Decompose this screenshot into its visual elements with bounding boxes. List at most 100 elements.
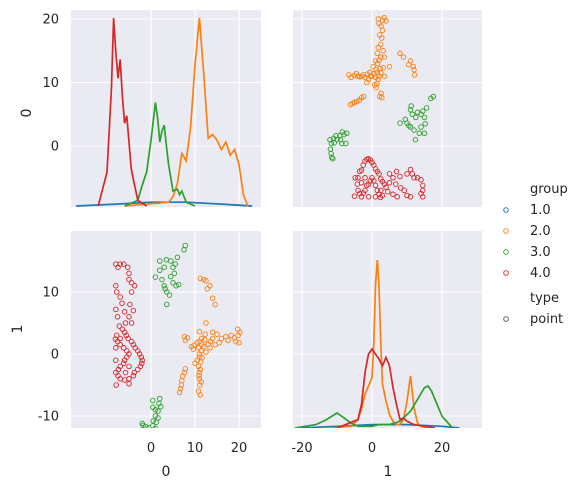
scatter-point-group-4.0 bbox=[355, 175, 361, 181]
panel-background bbox=[293, 10, 482, 207]
y-axis-label-1: 1 bbox=[10, 325, 26, 334]
legend-marker-group-1.0 bbox=[503, 207, 509, 213]
scatter-point-group-2.0 bbox=[386, 63, 393, 70]
scatter-point-group-4.0 bbox=[117, 363, 123, 370]
scatter-point-group-2.0 bbox=[177, 385, 184, 392]
legend-label-group-1.0: 1.0 bbox=[530, 203, 551, 218]
scatter-point-group-3.0 bbox=[409, 111, 416, 118]
scatter-point-group-4.0 bbox=[116, 323, 123, 329]
legend-label-group-2.0: 2.0 bbox=[530, 224, 551, 239]
scatter-point-group-2.0 bbox=[360, 93, 367, 100]
scatter-point-group-3.0 bbox=[182, 242, 189, 249]
legend-title-type: type bbox=[530, 291, 559, 306]
x-tick-label-1: 20 bbox=[434, 441, 451, 456]
scatter-point-group-3.0 bbox=[166, 292, 173, 298]
scatter-point-group-4.0 bbox=[131, 283, 138, 289]
scatter-point-group-4.0 bbox=[378, 187, 384, 194]
kde-line-group-3.0 bbox=[294, 384, 454, 428]
scatter-point-group-4.0 bbox=[124, 348, 130, 354]
scatter-point-group-3.0 bbox=[334, 136, 340, 143]
scatter-point-group-3.0 bbox=[142, 423, 149, 428]
scatter-point-group-4.0 bbox=[126, 363, 132, 370]
scatter-point-group-3.0 bbox=[328, 140, 335, 147]
scatter-point-group-3.0 bbox=[170, 279, 176, 286]
scatter-point-group-2.0 bbox=[411, 67, 417, 73]
scatter-point-group-4.0 bbox=[117, 294, 123, 300]
scatter-point-group-4.0 bbox=[120, 360, 127, 367]
scatter-point-group-2.0 bbox=[346, 72, 352, 78]
scatter-point-group-4.0 bbox=[122, 369, 129, 376]
scatter-point-group-4.0 bbox=[407, 194, 414, 200]
scatter-point-group-4.0 bbox=[130, 307, 137, 314]
scatter-point-group-4.0 bbox=[113, 283, 119, 289]
scatter-point-group-4.0 bbox=[113, 332, 120, 339]
scatter-point-group-2.0 bbox=[196, 369, 203, 376]
scatter-point-group-2.0 bbox=[375, 16, 382, 22]
scatter-point-group-3.0 bbox=[418, 124, 424, 130]
scatter-point-group-3.0 bbox=[421, 130, 428, 137]
scatter-point-group-3.0 bbox=[162, 286, 168, 292]
scatter-point-group-3.0 bbox=[161, 283, 167, 289]
scatter-point-group-4.0 bbox=[122, 320, 129, 326]
scatter-point-group-4.0 bbox=[371, 178, 377, 184]
scatter-point-group-2.0 bbox=[181, 333, 188, 340]
scatter-point-group-2.0 bbox=[195, 345, 202, 351]
scatter-point-group-4.0 bbox=[119, 300, 125, 306]
scatter-point-group-3.0 bbox=[423, 105, 430, 111]
scatter-point-group-4.0 bbox=[113, 306, 119, 313]
scatter-point-group-4.0 bbox=[128, 320, 135, 326]
scatter-point-group-4.0 bbox=[372, 182, 379, 189]
scatter-point-group-2.0 bbox=[225, 337, 231, 344]
x-axis-label-1: 1 bbox=[384, 464, 393, 480]
scatter-point-group-2.0 bbox=[406, 61, 412, 68]
scatter-point-group-3.0 bbox=[330, 155, 336, 162]
scatter-point-group-3.0 bbox=[171, 270, 178, 277]
scatter-point-group-2.0 bbox=[197, 359, 204, 365]
x-tick-label-0: 10 bbox=[187, 441, 204, 456]
legend-label-type-point: point bbox=[530, 312, 563, 327]
scatter-point-group-3.0 bbox=[402, 116, 409, 123]
scatter-point-group-2.0 bbox=[196, 328, 203, 335]
scatter-point-group-4.0 bbox=[126, 314, 132, 320]
kde-line-group-3.0 bbox=[124, 102, 196, 207]
scatter-point-group-2.0 bbox=[373, 67, 379, 73]
scatter-point-group-4.0 bbox=[139, 360, 145, 367]
scatter-point-group-2.0 bbox=[196, 376, 203, 382]
scatter-point-group-4.0 bbox=[351, 193, 358, 199]
scatter-point-group-4.0 bbox=[404, 171, 410, 177]
scatter-point-group-4.0 bbox=[137, 363, 144, 370]
scatter-point-group-4.0 bbox=[113, 261, 119, 267]
scatter-point-group-3.0 bbox=[146, 425, 152, 428]
scatter-point-group-2.0 bbox=[197, 366, 204, 373]
scatter-point-group-2.0 bbox=[378, 41, 384, 48]
scatter-point-group-3.0 bbox=[168, 273, 174, 280]
legend-marker-group-3.0 bbox=[503, 249, 509, 255]
scatter-point-group-3.0 bbox=[333, 133, 339, 139]
scatter-point-group-2.0 bbox=[182, 337, 189, 344]
scatter-point-group-3.0 bbox=[172, 261, 178, 267]
scatter-point-group-2.0 bbox=[380, 48, 386, 54]
y-tick-label-1: -10 bbox=[38, 410, 59, 425]
scatter-point-group-2.0 bbox=[411, 72, 418, 78]
panel-scatter-0-vs-1 bbox=[293, 10, 482, 207]
scatter-point-group-2.0 bbox=[207, 345, 213, 351]
scatter-point-group-3.0 bbox=[420, 108, 426, 114]
scatter-point-group-2.0 bbox=[212, 301, 218, 308]
scatter-point-group-2.0 bbox=[203, 278, 209, 284]
scatter-point-group-3.0 bbox=[413, 114, 419, 121]
scatter-point-group-3.0 bbox=[430, 93, 437, 100]
scatter-point-group-3.0 bbox=[412, 136, 419, 143]
scatter-point-group-2.0 bbox=[364, 79, 370, 86]
scatter-point-group-4.0 bbox=[126, 270, 132, 277]
scatter-point-group-3.0 bbox=[164, 301, 170, 308]
scatter-point-group-3.0 bbox=[416, 130, 423, 137]
scatter-point-group-4.0 bbox=[126, 381, 132, 387]
scatter-point-group-3.0 bbox=[150, 404, 156, 411]
scatter-point-group-4.0 bbox=[128, 289, 135, 295]
x-tick-label-1: -20 bbox=[291, 441, 312, 456]
panel-background bbox=[71, 231, 261, 428]
scatter-point-group-3.0 bbox=[329, 154, 335, 161]
scatter-point-group-2.0 bbox=[397, 50, 403, 57]
panel-kde-0 bbox=[71, 10, 261, 207]
